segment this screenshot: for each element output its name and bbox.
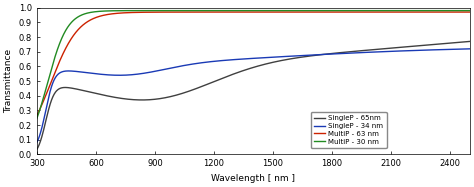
Legend: SingleP - 65nm, SingleP - 34 nm, MultiP - 63 nm, MultiP - 30 nm: SingleP - 65nm, SingleP - 34 nm, MultiP … (310, 112, 386, 148)
Y-axis label: Transmittance: Transmittance (4, 49, 13, 113)
X-axis label: Wavelength [ nm ]: Wavelength [ nm ] (211, 174, 295, 183)
